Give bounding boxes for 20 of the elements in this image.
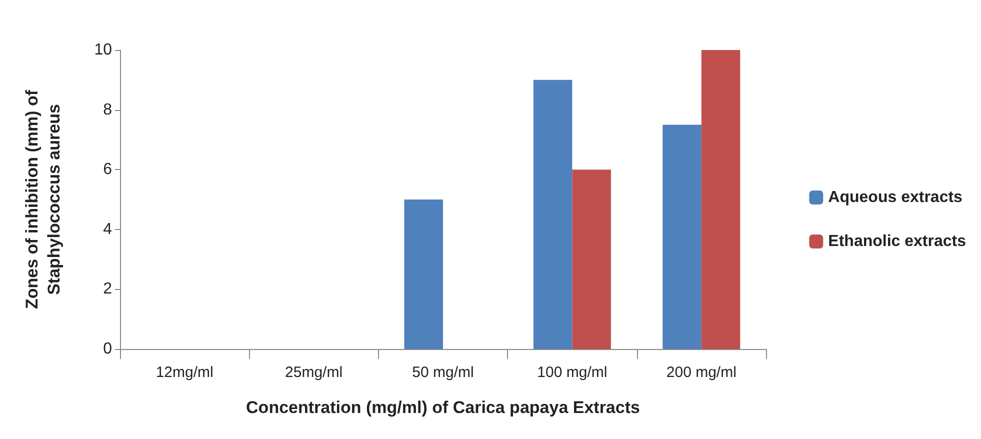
bar bbox=[533, 80, 572, 349]
bar bbox=[404, 200, 443, 349]
x-axis-title: Concentration (mg/ml) of Carica papaya Extracts bbox=[246, 398, 640, 417]
y-tick-label: 10 bbox=[94, 42, 112, 58]
y-tick-label: 6 bbox=[103, 161, 112, 178]
legend-label: Aqueous extracts bbox=[828, 189, 963, 206]
y-tick-label: 4 bbox=[103, 220, 112, 238]
y-tick-label: 0 bbox=[103, 340, 112, 358]
x-tick-label: 25mg/ml bbox=[285, 364, 343, 381]
x-tick-label: 200 mg/ml bbox=[666, 364, 736, 381]
bar bbox=[701, 50, 740, 349]
x-tick-label: 50 mg/ml bbox=[412, 364, 474, 381]
x-tick-label: 100 mg/ml bbox=[537, 364, 608, 381]
x-tick-label: 12mg/ml bbox=[156, 364, 214, 381]
bar bbox=[572, 170, 611, 349]
y-tick-label: 8 bbox=[103, 101, 112, 118]
legend-label: Ethanolic extracts bbox=[828, 233, 966, 250]
y-tick-label: 2 bbox=[103, 280, 112, 298]
y-axis-title: Zones of inhibition (mm) of Staphylococcus aureus bbox=[22, 90, 64, 310]
bar bbox=[662, 124, 702, 349]
